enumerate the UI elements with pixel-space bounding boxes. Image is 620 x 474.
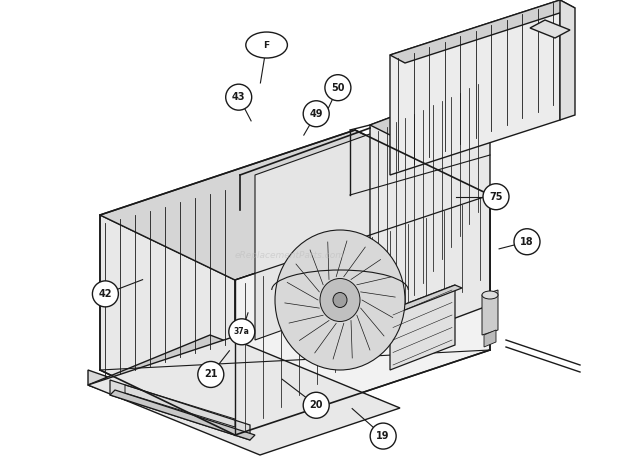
Text: 42: 42: [99, 289, 112, 299]
Circle shape: [303, 101, 329, 127]
Ellipse shape: [333, 292, 347, 308]
Text: 50: 50: [331, 82, 345, 93]
Circle shape: [483, 184, 509, 210]
Polygon shape: [88, 338, 400, 455]
Text: eReplacementParts.com: eReplacementParts.com: [235, 250, 345, 259]
Circle shape: [325, 75, 351, 100]
Text: 49: 49: [309, 109, 323, 119]
Circle shape: [229, 319, 255, 345]
Circle shape: [303, 392, 329, 418]
Polygon shape: [370, 80, 510, 135]
Text: F: F: [264, 41, 270, 49]
Ellipse shape: [275, 230, 405, 370]
Polygon shape: [100, 130, 490, 280]
Polygon shape: [390, 285, 462, 313]
Circle shape: [514, 229, 540, 255]
Text: 37a: 37a: [234, 328, 250, 336]
Polygon shape: [88, 370, 260, 445]
Polygon shape: [530, 20, 570, 38]
Polygon shape: [484, 330, 496, 347]
Polygon shape: [390, 0, 560, 175]
Text: 20: 20: [309, 400, 323, 410]
Polygon shape: [235, 195, 490, 435]
Polygon shape: [390, 0, 575, 63]
Polygon shape: [482, 290, 498, 335]
Polygon shape: [370, 80, 490, 350]
Polygon shape: [100, 215, 235, 435]
Polygon shape: [560, 0, 575, 120]
Ellipse shape: [246, 32, 288, 58]
Circle shape: [370, 423, 396, 449]
Text: 18: 18: [520, 237, 534, 247]
Ellipse shape: [482, 291, 498, 299]
Text: 75: 75: [489, 191, 503, 202]
Circle shape: [198, 362, 224, 387]
Circle shape: [226, 84, 252, 110]
Polygon shape: [110, 380, 250, 440]
Polygon shape: [110, 390, 255, 440]
Text: 19: 19: [376, 431, 390, 441]
Polygon shape: [390, 285, 455, 370]
Circle shape: [92, 281, 118, 307]
Text: 21: 21: [204, 369, 218, 380]
Text: 43: 43: [232, 92, 246, 102]
Polygon shape: [255, 100, 465, 340]
Polygon shape: [88, 335, 380, 450]
Ellipse shape: [320, 279, 360, 321]
